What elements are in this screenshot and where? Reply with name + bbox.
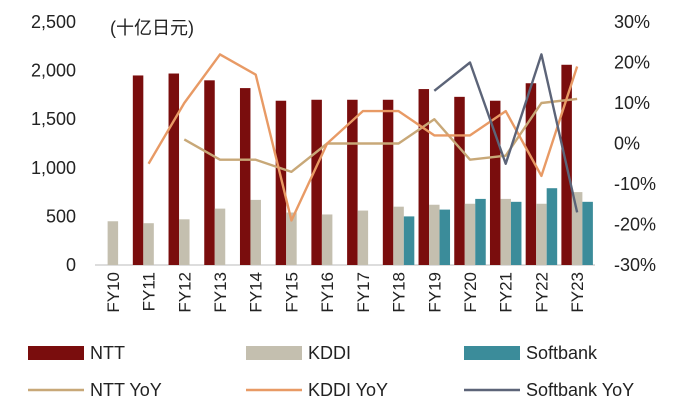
bar-kddi-fy22 — [536, 203, 547, 265]
bar-kddi-fy13 — [214, 208, 226, 265]
x-tick-label: FY23 — [568, 272, 587, 313]
chart-bars — [107, 64, 593, 266]
y-left-tick-label: 1,500 — [31, 109, 76, 129]
y-right-tick-label: -20% — [614, 215, 656, 235]
bar-ntt-fy22 — [525, 83, 537, 266]
bar-ntt-fy11 — [132, 75, 144, 266]
legend-label-softbank-yoy: Softbank YoY — [526, 380, 634, 400]
y-left-tick-label: 500 — [46, 206, 76, 226]
bar-ntt-fy12 — [168, 73, 180, 266]
x-tick-label: FY20 — [461, 272, 480, 313]
y-right-tick-label: 10% — [614, 93, 650, 113]
x-tick-label: FY18 — [390, 272, 409, 313]
bar-ntt-fy16 — [311, 99, 322, 265]
bar-softbank-fy21 — [510, 201, 522, 265]
x-tick-label: FY12 — [175, 272, 194, 313]
bar-softbank-fy19 — [439, 209, 451, 265]
bar-kddi-fy14 — [250, 199, 261, 265]
legend-label-ntt: NTT — [90, 343, 125, 363]
bar-ntt-fy18 — [382, 99, 394, 265]
legend-swatch-softbank — [464, 346, 520, 360]
x-tick-label: FY22 — [532, 272, 551, 313]
chart-legend: NTT KDDI Softbank NTT YoY KDDI YoY Softbank Y… — [28, 343, 634, 400]
x-tick-label: FY10 — [104, 272, 123, 313]
bar-ntt-fy21 — [489, 100, 501, 265]
x-tick-label: FY21 — [497, 272, 516, 313]
legend-label-ntt-yoy: NTT YoY — [90, 380, 162, 400]
bar-softbank-fy18 — [403, 216, 415, 265]
y-right-tick-label: -30% — [614, 255, 656, 275]
y-axis-right-ticks: -30% -20% -10% 0% 10% 20% 30% — [614, 12, 656, 275]
bar-kddi-fy17 — [357, 210, 369, 265]
bar-kddi-fy11 — [143, 223, 154, 265]
legend-label-kddi-yoy: KDDI YoY — [308, 380, 388, 400]
bar-kddi-fy12 — [179, 219, 190, 265]
line-softbank-yoy — [433, 53, 579, 213]
bar-softbank-fy20 — [475, 198, 486, 265]
bar-kddi-fy18 — [393, 206, 404, 265]
legend-label-softbank: Softbank — [526, 343, 598, 363]
legend-label-kddi: KDDI — [308, 343, 351, 363]
x-tick-label: FY14 — [247, 272, 266, 313]
y-right-tick-label: 20% — [614, 53, 650, 73]
bar-kddi-fy23 — [571, 192, 583, 265]
x-tick-label: FY13 — [211, 272, 230, 313]
x-tick-label: FY17 — [354, 272, 373, 313]
bar-ntt-fy20 — [454, 96, 465, 265]
x-tick-label: FY15 — [282, 272, 301, 313]
bar-ntt-fy15 — [275, 100, 287, 265]
chart-unit-label: (十亿日元) — [110, 18, 194, 38]
line-kddi-yoy — [147, 53, 579, 222]
bar-ntt-fy14 — [239, 88, 251, 265]
y-right-tick-label: -10% — [614, 174, 656, 194]
y-axis-left-ticks: 0 500 1,000 1,500 2,000 2,500 — [31, 12, 76, 275]
bar-kddi-fy21 — [500, 198, 511, 265]
bar-softbank-fy22 — [546, 188, 558, 265]
bar-ntt-fy13 — [204, 80, 215, 265]
bar-softbank-fy23 — [582, 201, 593, 265]
y-left-tick-label: 1,000 — [31, 158, 76, 178]
bar-kddi-fy15 — [286, 212, 297, 265]
x-tick-label: FY19 — [425, 272, 444, 313]
y-right-tick-label: 0% — [614, 134, 640, 154]
bar-ntt-fy17 — [347, 99, 358, 265]
legend-swatch-kddi — [246, 346, 302, 360]
legend-swatch-ntt — [28, 346, 84, 360]
y-right-tick-label: 30% — [614, 12, 650, 32]
chart-lines — [147, 53, 579, 222]
y-left-tick-label: 2,000 — [31, 61, 76, 81]
y-left-tick-label: 0 — [66, 255, 76, 275]
bar-kddi-fy10 — [107, 221, 119, 265]
bar-kddi-fy20 — [464, 203, 476, 265]
x-tick-label: FY11 — [140, 272, 159, 311]
bar-kddi-fy16 — [321, 214, 333, 265]
bar-ntt-fy19 — [418, 89, 430, 265]
bar-kddi-fy19 — [429, 204, 440, 265]
x-axis-ticks: FY10 FY11 FY12 FY13 FY14 FY15 FY16 FY17 FY18 FY19… — [104, 272, 587, 313]
x-tick-label: FY16 — [318, 272, 337, 313]
y-left-tick-label: 2,500 — [31, 12, 76, 32]
